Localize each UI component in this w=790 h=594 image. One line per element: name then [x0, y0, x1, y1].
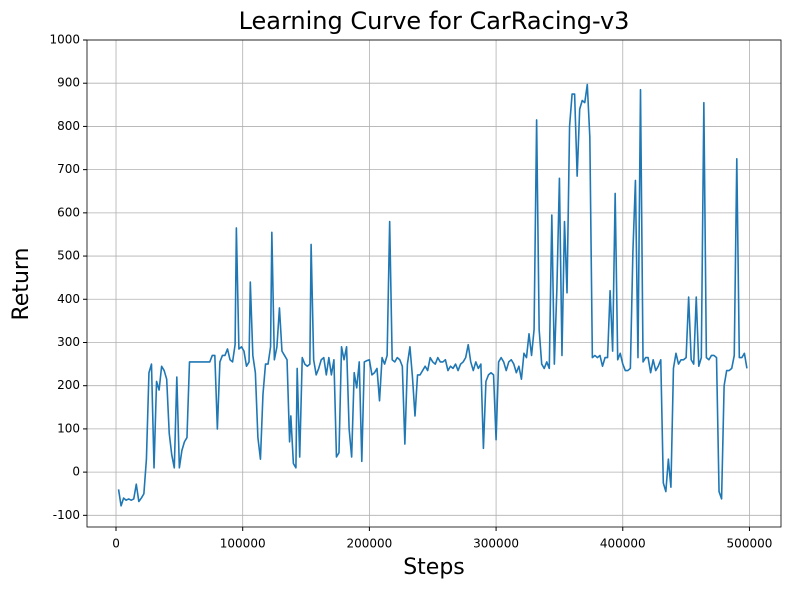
data-line [117, 83, 748, 507]
x-axis-label: Steps [403, 555, 465, 580]
y-tick-label: 600 [57, 205, 80, 219]
y-tick-label: 800 [57, 119, 80, 133]
x-tick-label: 100000 [220, 537, 266, 551]
y-tick-label: 200 [57, 378, 80, 392]
y-tick-label: -100 [53, 508, 80, 522]
y-tick-label: 1000 [49, 33, 80, 47]
x-tick-label: 0 [112, 537, 120, 551]
y-tick-label: 300 [57, 335, 80, 349]
x-tick-label: 200000 [346, 537, 392, 551]
y-axis-label: Return [9, 247, 34, 320]
chart-title: Learning Curve for CarRacing-v3 [239, 7, 630, 35]
x-tick-label: 500000 [727, 537, 773, 551]
x-tick-label: 300000 [473, 537, 519, 551]
y-tick-label: 900 [57, 76, 80, 90]
x-tick-label: 400000 [600, 537, 646, 551]
plot-frame [86, 39, 782, 528]
y-tick-label: 100 [57, 421, 80, 435]
y-tick-label: 500 [57, 249, 80, 263]
y-tick-label: 700 [57, 162, 80, 176]
y-tick-label: 400 [57, 292, 80, 306]
y-tick-label: 0 [72, 465, 80, 479]
